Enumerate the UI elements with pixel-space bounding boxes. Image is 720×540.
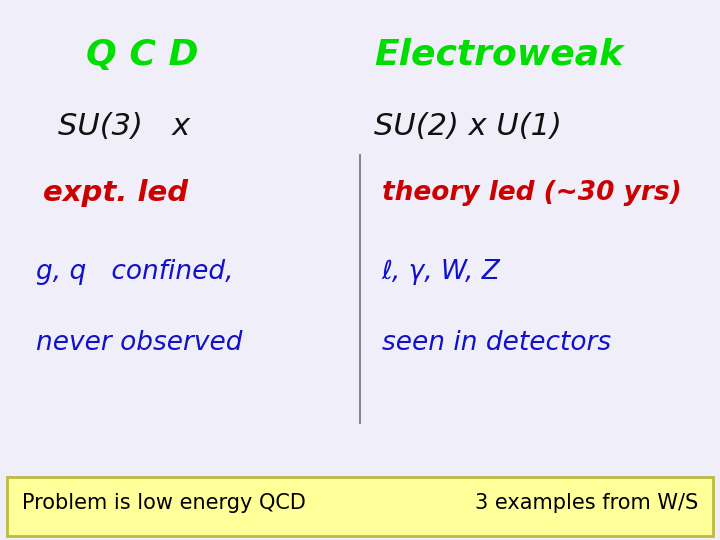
- FancyBboxPatch shape: [7, 477, 713, 537]
- Text: 3 examples from W/S: 3 examples from W/S: [475, 494, 698, 514]
- Text: SU(3)   x: SU(3) x: [58, 112, 190, 141]
- Text: Electroweak: Electroweak: [374, 38, 624, 72]
- Text: seen in detectors: seen in detectors: [382, 330, 611, 356]
- Text: expt. led: expt. led: [43, 179, 189, 207]
- Text: SU(2) x U(1): SU(2) x U(1): [374, 112, 562, 141]
- Text: never observed: never observed: [36, 330, 243, 356]
- Text: Problem is low energy QCD: Problem is low energy QCD: [22, 494, 305, 514]
- Text: g, q   confined,: g, q confined,: [36, 260, 233, 286]
- Text: Q C D: Q C D: [86, 38, 199, 72]
- Text: ℓ, γ, W, Z: ℓ, γ, W, Z: [382, 260, 500, 286]
- Text: theory led (~30 yrs): theory led (~30 yrs): [382, 180, 681, 206]
